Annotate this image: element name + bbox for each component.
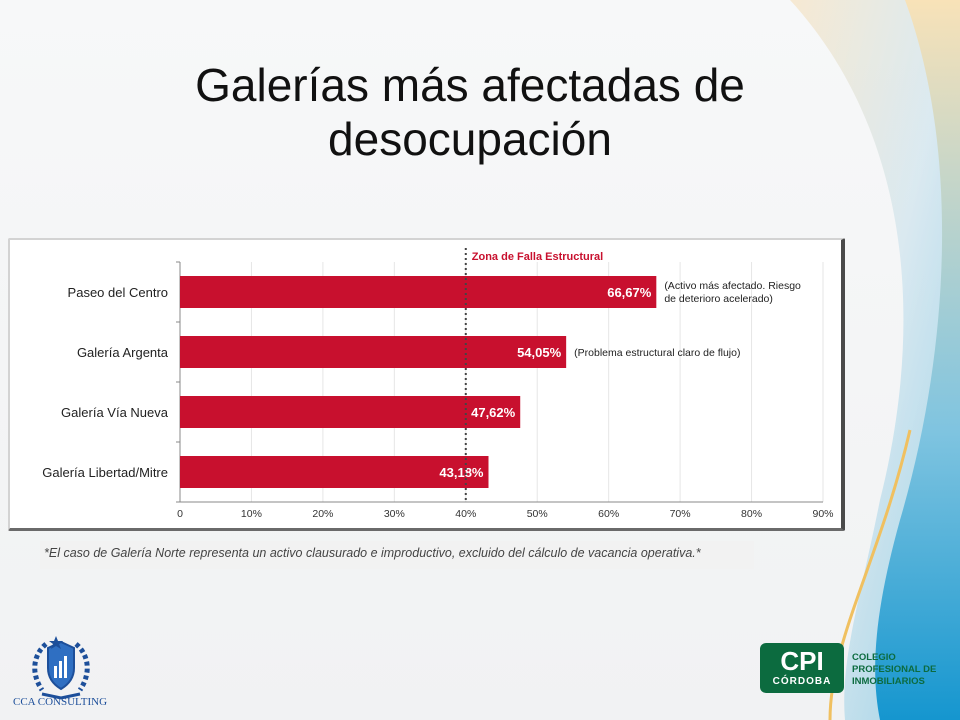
x-tick-label: 30% <box>384 508 405 520</box>
x-tick-label: 70% <box>670 508 691 520</box>
x-tick-label: 90% <box>812 508 833 520</box>
bar-annotation-line: (Problema estructural claro de flujo) <box>574 347 740 359</box>
footnote: *El caso de Galería Norte representa un … <box>40 541 754 569</box>
x-tick-label: 40% <box>455 508 476 520</box>
bar <box>180 456 489 488</box>
cpi-logo-main: CPI <box>780 646 824 676</box>
x-tick-label: 0 <box>177 508 183 520</box>
bar-annotation: (Problema estructural claro de flujo) <box>574 347 740 359</box>
bar-chart: 0 10% 20% 30% 40% 50% 60% 70% 80% 90% Paseo del Ce… <box>42 248 834 520</box>
cca-laurel-shield-logo <box>32 636 90 700</box>
bar-value-label: 47,62% <box>471 405 516 420</box>
x-tick-label: 80% <box>741 508 762 520</box>
cpi-logo-side-text: COLEGIO PROFESIONAL DE INMOBILIARIOS <box>852 652 936 688</box>
x-tick-label: 60% <box>598 508 619 520</box>
bar-annotation: (Activo más afectado. Riesgo de deterioro… <box>664 280 801 305</box>
category-label: Galería Vía Nueva <box>61 405 169 420</box>
bar-value-label: 54,05% <box>517 345 562 360</box>
x-tick-label: 50% <box>527 508 548 520</box>
bar <box>180 336 567 368</box>
category-label: Galería Libertad/Mitre <box>42 465 168 480</box>
reference-line-label: Zona de Falla Estructural <box>472 251 603 263</box>
cpi-logo-sub: CÓRDOBA <box>772 676 832 687</box>
x-tick-label: 10% <box>241 508 262 520</box>
cpi-side-line-1: COLEGIO <box>852 652 896 663</box>
chart-card: 0 10% 20% 30% 40% 50% 60% 70% 80% 90% Paseo del Ce… <box>8 238 845 531</box>
bar-value-label: 43,18% <box>439 465 484 480</box>
bar-value-label: 66,67% <box>607 285 652 300</box>
slide-title: Galerías más afectadas de desocupación <box>195 59 745 165</box>
cpi-side-line-3: INMOBILIARIOS <box>852 676 925 687</box>
category-label: Paseo del Centro <box>68 285 168 300</box>
bar <box>180 396 521 428</box>
bar-annotation-line: (Activo más afectado. Riesgo <box>664 280 801 292</box>
cpi-side-line-2: PROFESIONAL DE <box>852 664 937 675</box>
category-label: Galería Argenta <box>77 345 169 360</box>
x-tick-label: 20% <box>312 508 333 520</box>
cca-logo-text: CCA CONSULTING <box>12 696 108 708</box>
cpi-logo: CPI CÓRDOBA <box>760 643 844 693</box>
bar <box>180 276 657 308</box>
bar-annotation-line: de deterioro acelerado) <box>664 293 773 305</box>
decor-wave-main <box>875 0 960 720</box>
